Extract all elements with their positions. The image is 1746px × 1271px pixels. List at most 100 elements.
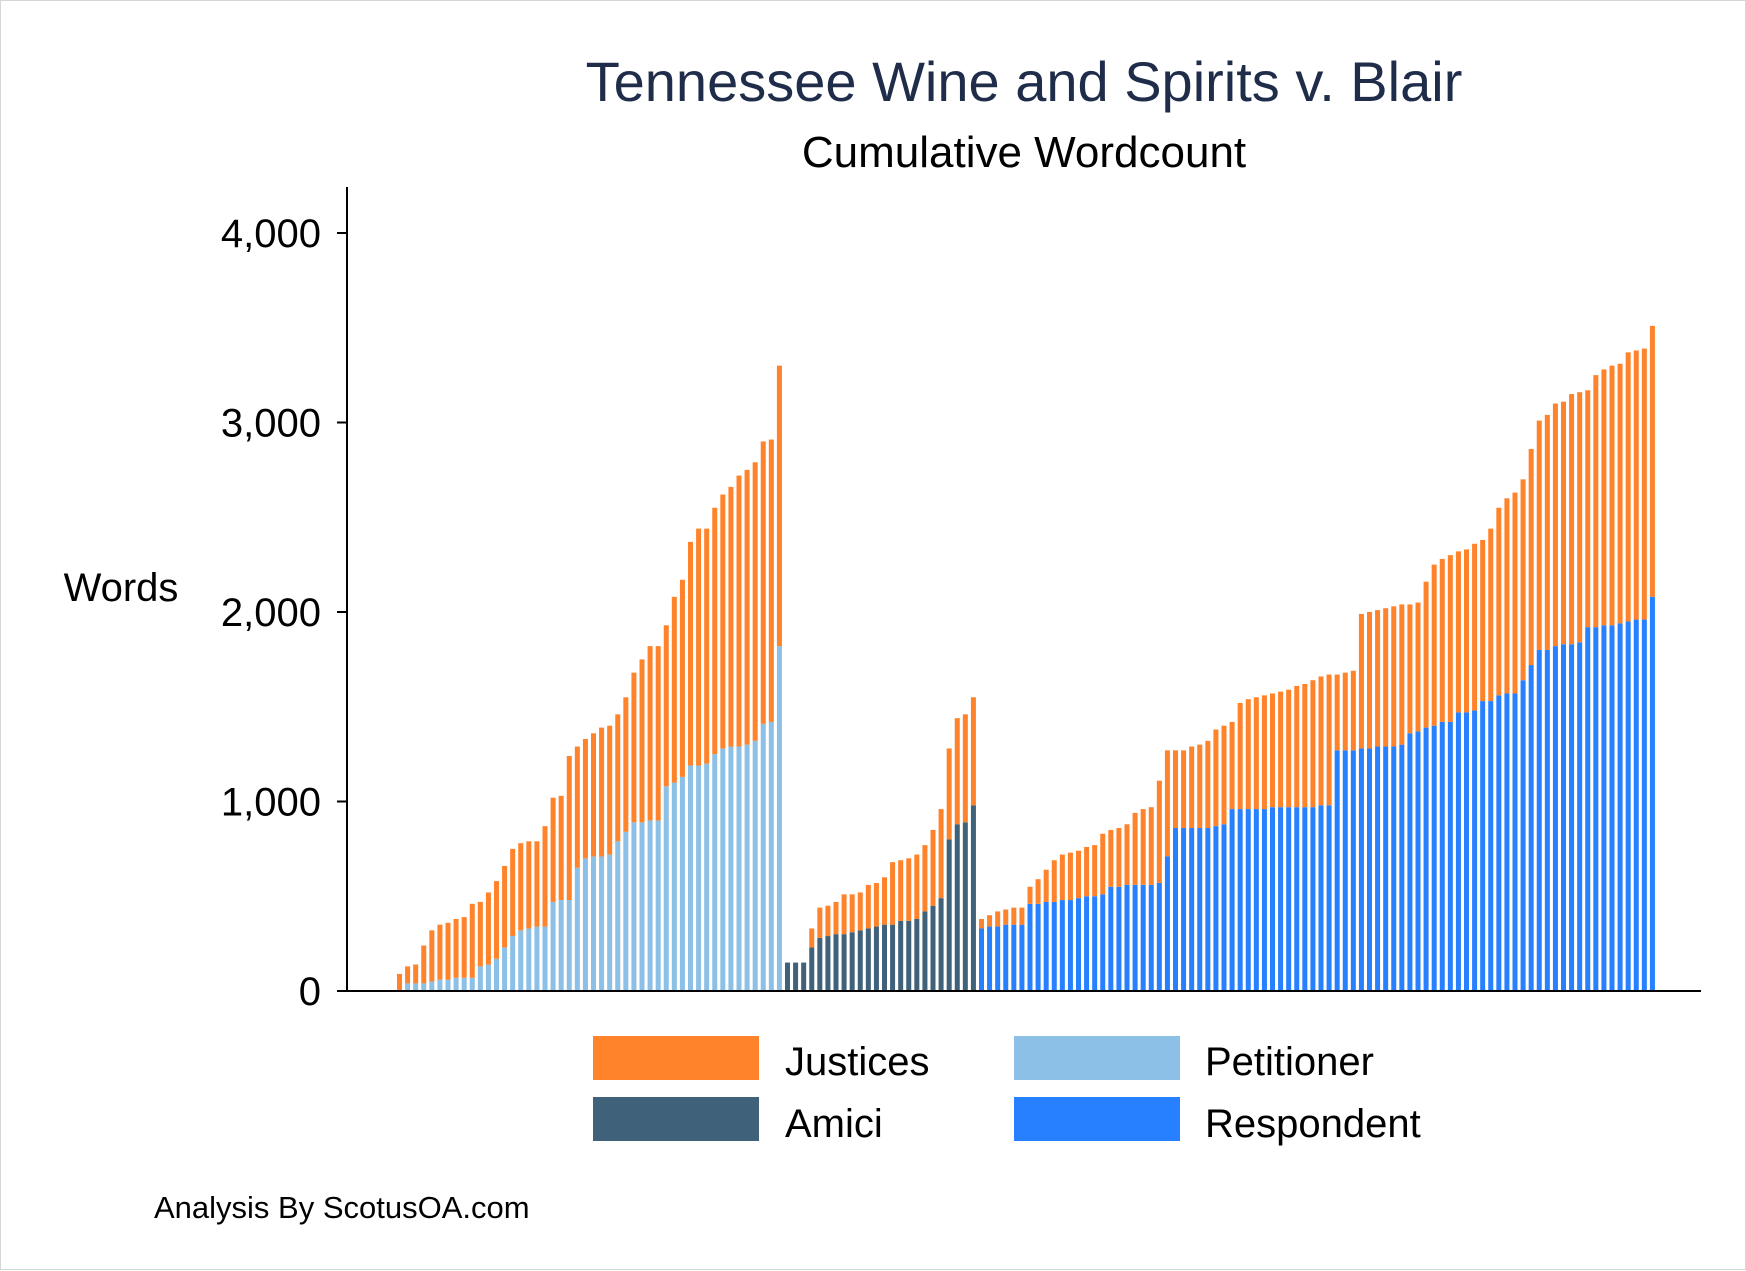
bar-justices (890, 862, 896, 925)
y-tick-label: 0 (299, 970, 321, 1014)
bar-justices (1318, 676, 1324, 806)
bar-petitioner (736, 746, 742, 991)
bar-respondent (1035, 903, 1041, 991)
bar-justices (1350, 670, 1356, 751)
bar-respondent (1092, 896, 1098, 991)
bar-petitioner (623, 831, 629, 991)
bar-justices (1326, 674, 1332, 806)
bar-respondent (1084, 896, 1090, 991)
bar-justices (841, 894, 847, 935)
bar-justices (1253, 697, 1259, 810)
bar-respondent (1641, 619, 1647, 991)
bar-respondent (1447, 721, 1453, 991)
bar-justices (1577, 392, 1583, 643)
bar-justices (1407, 604, 1413, 734)
bar-justices (1472, 543, 1478, 711)
bar-petitioner (566, 900, 572, 991)
bar-justices (930, 829, 936, 906)
bar-justices (1552, 403, 1558, 647)
bar-respondent (1108, 886, 1114, 991)
bar-amici (849, 932, 855, 991)
bar-respondent (1310, 807, 1316, 991)
bar-justices (922, 845, 928, 912)
bar-respondent (1027, 903, 1033, 991)
bar-justices (566, 756, 572, 901)
bar-respondent (1253, 809, 1259, 991)
bar-justices (1156, 780, 1162, 883)
bar-justices (857, 892, 863, 931)
bar-respondent (1472, 710, 1478, 991)
bar-petitioner (534, 926, 540, 991)
legend-label-justices: Justices (785, 1040, 930, 1084)
bar-justices (582, 738, 588, 859)
bar-justices (1245, 699, 1251, 810)
bar-justices (882, 877, 888, 925)
bar-petitioner (469, 977, 475, 992)
bar-justices (688, 541, 694, 766)
bar-amici (914, 918, 920, 991)
bar-justices (502, 865, 508, 948)
bar-justices (1197, 744, 1203, 829)
bar-petitioner (647, 820, 653, 991)
bar-justices (591, 733, 597, 857)
bar-respondent (1391, 746, 1397, 991)
bar-respondent (1399, 744, 1405, 991)
bar-respondent (1544, 649, 1550, 991)
bar-respondent (1585, 627, 1591, 991)
bar-justices (631, 672, 637, 823)
bar-respondent (1326, 805, 1332, 991)
bar-justices (825, 905, 831, 937)
bar-justices (1084, 846, 1090, 897)
y-tick-label: 1,000 (221, 781, 321, 825)
bar-justices (1124, 824, 1130, 885)
bar-respondent (1375, 746, 1381, 991)
bar-justices (1173, 750, 1179, 829)
bar-respondent (1552, 646, 1558, 991)
bar-respondent (1278, 807, 1284, 991)
bar-respondent (1181, 828, 1187, 991)
bar-amici (938, 898, 944, 991)
bar-respondent (1334, 750, 1340, 991)
bar-petitioner (639, 822, 645, 992)
bar-respondent (1318, 805, 1324, 991)
bar-justices (1358, 613, 1364, 749)
bar-justices (1270, 693, 1276, 808)
bar-amici (962, 822, 968, 992)
bars-group (397, 325, 1655, 992)
bar-amici (890, 924, 896, 991)
bar-justices (639, 659, 645, 823)
legend-label-petitioner: Petitioner (1205, 1040, 1374, 1084)
bar-respondent (1164, 856, 1170, 991)
footer-credit: Analysis By ScotusOA.com (154, 1190, 530, 1225)
bar-respondent (979, 928, 985, 992)
bar-amici (873, 926, 879, 991)
bar-justices (429, 930, 435, 982)
bar-petitioner (526, 928, 532, 992)
bar-amici (898, 920, 904, 991)
bar-petitioner (599, 856, 605, 991)
bar-justices (534, 841, 540, 927)
bar-petitioner (663, 786, 669, 991)
bar-respondent (1593, 627, 1599, 991)
bar-respondent (1019, 924, 1025, 991)
bar-justices (494, 881, 500, 959)
bar-respondent (1512, 693, 1518, 991)
bar-respondent (1625, 621, 1631, 991)
bar-justices (1011, 907, 1017, 925)
bar-justices (1342, 672, 1348, 751)
bar-petitioner (655, 820, 661, 991)
bar-petitioner (631, 822, 637, 992)
bar-respondent (1059, 900, 1065, 991)
bar-respondent (1205, 828, 1211, 991)
bar-justices (833, 901, 839, 935)
bar-justices (405, 966, 411, 984)
bar-respondent (1003, 924, 1009, 991)
bar-petitioner (688, 765, 694, 991)
bar-amici (825, 936, 831, 991)
bar-petitioner (550, 901, 556, 991)
bar-justices (1059, 854, 1065, 901)
bar-justices (1415, 602, 1421, 732)
bar-justices (1294, 685, 1300, 808)
bar-justices (1480, 539, 1486, 702)
bar-justices (655, 646, 661, 821)
